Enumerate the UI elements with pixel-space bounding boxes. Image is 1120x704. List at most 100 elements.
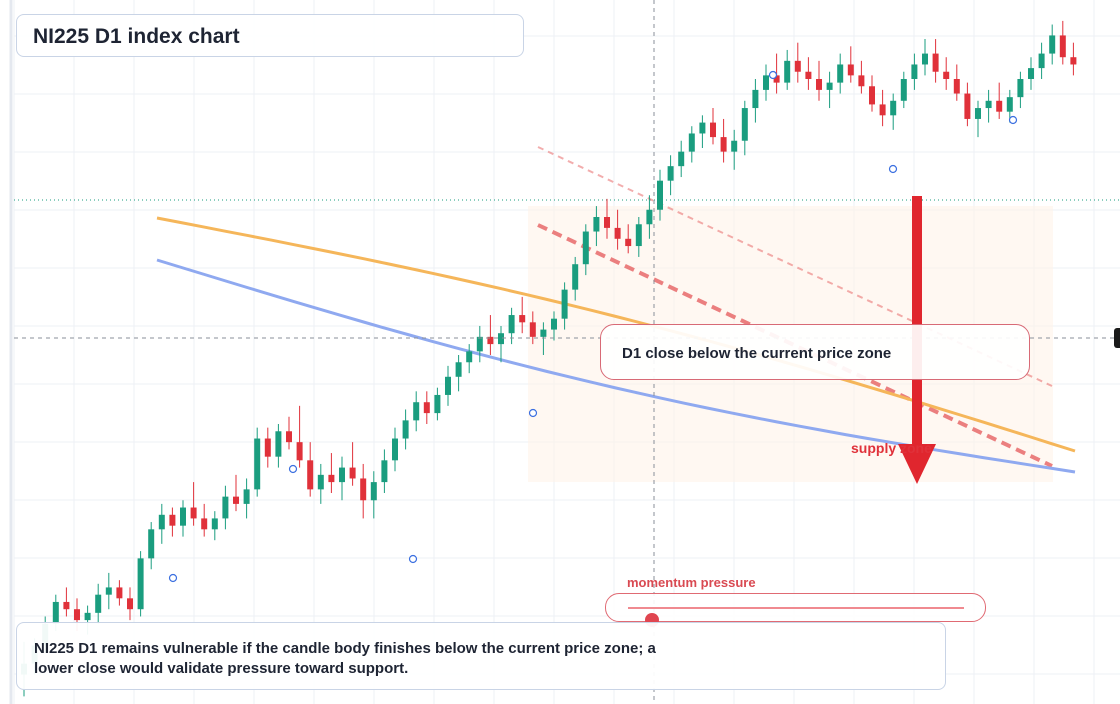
candle-body	[911, 64, 918, 79]
candle	[148, 522, 155, 570]
candle	[360, 463, 367, 519]
candle-body	[445, 376, 451, 395]
candle	[105, 572, 112, 610]
candle	[996, 82, 1003, 119]
candle	[540, 322, 547, 355]
candle-body	[922, 53, 928, 65]
candle-body	[222, 496, 229, 519]
candle-body	[794, 60, 801, 72]
candle	[498, 325, 504, 363]
candle	[784, 49, 791, 90]
candle-body	[201, 518, 208, 530]
candle-body	[402, 420, 409, 439]
candle	[614, 209, 621, 250]
candle-body	[52, 601, 59, 624]
candle-body	[180, 507, 186, 526]
callout-text: D1 close below the current price zone	[622, 345, 892, 362]
signal-marker	[888, 164, 898, 174]
candle-body	[190, 507, 197, 519]
candle	[879, 89, 886, 127]
candle	[688, 126, 695, 163]
candle	[413, 391, 420, 432]
candle	[222, 485, 229, 530]
candle-body	[635, 224, 642, 247]
candle-body	[688, 133, 695, 152]
bearish-arrow	[898, 196, 936, 484]
candle	[158, 503, 165, 544]
candle-body	[678, 151, 685, 167]
candle-body	[349, 467, 356, 479]
candle	[1038, 42, 1045, 79]
candle-body	[275, 431, 282, 457]
candle	[180, 500, 186, 537]
candle	[561, 282, 568, 330]
candle-body	[879, 104, 886, 116]
candle-body	[508, 315, 515, 334]
candle-body	[127, 598, 133, 610]
candle-body	[784, 60, 791, 83]
candle-body	[95, 594, 102, 613]
candle-body	[339, 467, 345, 483]
candle	[847, 46, 854, 83]
candle	[381, 449, 388, 493]
candle	[116, 580, 123, 606]
candle	[1017, 71, 1024, 109]
candle	[445, 365, 451, 406]
candle-body	[286, 431, 292, 443]
candle-body	[975, 108, 981, 119]
candle	[137, 551, 144, 617]
candle-body	[1028, 68, 1034, 79]
candle-body	[847, 64, 854, 76]
candle-body	[381, 460, 388, 483]
candle-body	[869, 86, 875, 105]
candle	[201, 503, 208, 537]
signal-marker	[168, 573, 178, 583]
candle	[275, 424, 282, 468]
summary-box: NI225 D1 remains vulnerable if the candl…	[16, 622, 946, 690]
candle-body	[63, 601, 70, 610]
candle-body	[1070, 57, 1077, 65]
candle	[858, 60, 865, 94]
candle-body	[625, 238, 632, 247]
candle	[604, 198, 610, 239]
candle-body	[752, 89, 759, 109]
candle-body	[466, 351, 473, 363]
candle	[922, 39, 928, 76]
candle	[328, 453, 335, 493]
candle-body	[233, 496, 239, 504]
candle	[307, 442, 314, 497]
candle	[710, 108, 716, 145]
candle	[667, 155, 674, 196]
candle	[529, 311, 536, 345]
candle	[254, 427, 261, 497]
candle	[752, 79, 759, 123]
candle	[635, 217, 642, 257]
candle-body	[561, 289, 568, 319]
candle-body	[773, 75, 780, 83]
lower-trend-line	[537, 223, 1053, 468]
candle-body	[699, 122, 706, 134]
candle-body	[805, 71, 812, 79]
candle	[1028, 57, 1034, 90]
candle-body	[943, 71, 950, 79]
candle-body	[307, 460, 314, 490]
signal-marker	[288, 464, 298, 474]
candle	[339, 456, 345, 501]
candles	[21, 20, 1077, 697]
candle-body	[572, 264, 579, 290]
candle-body	[540, 329, 547, 337]
candle-body	[964, 93, 971, 119]
candle	[169, 507, 176, 537]
candle-body	[487, 336, 494, 345]
candle	[731, 129, 738, 170]
candle	[455, 355, 462, 392]
candle-body	[720, 137, 727, 152]
candle	[296, 405, 303, 468]
candle-body	[1006, 97, 1013, 112]
candle-body	[551, 318, 557, 330]
candle-body	[710, 122, 716, 138]
candle	[264, 427, 271, 468]
candle-body	[985, 100, 992, 109]
candle	[657, 169, 663, 221]
candle-body	[254, 438, 261, 490]
